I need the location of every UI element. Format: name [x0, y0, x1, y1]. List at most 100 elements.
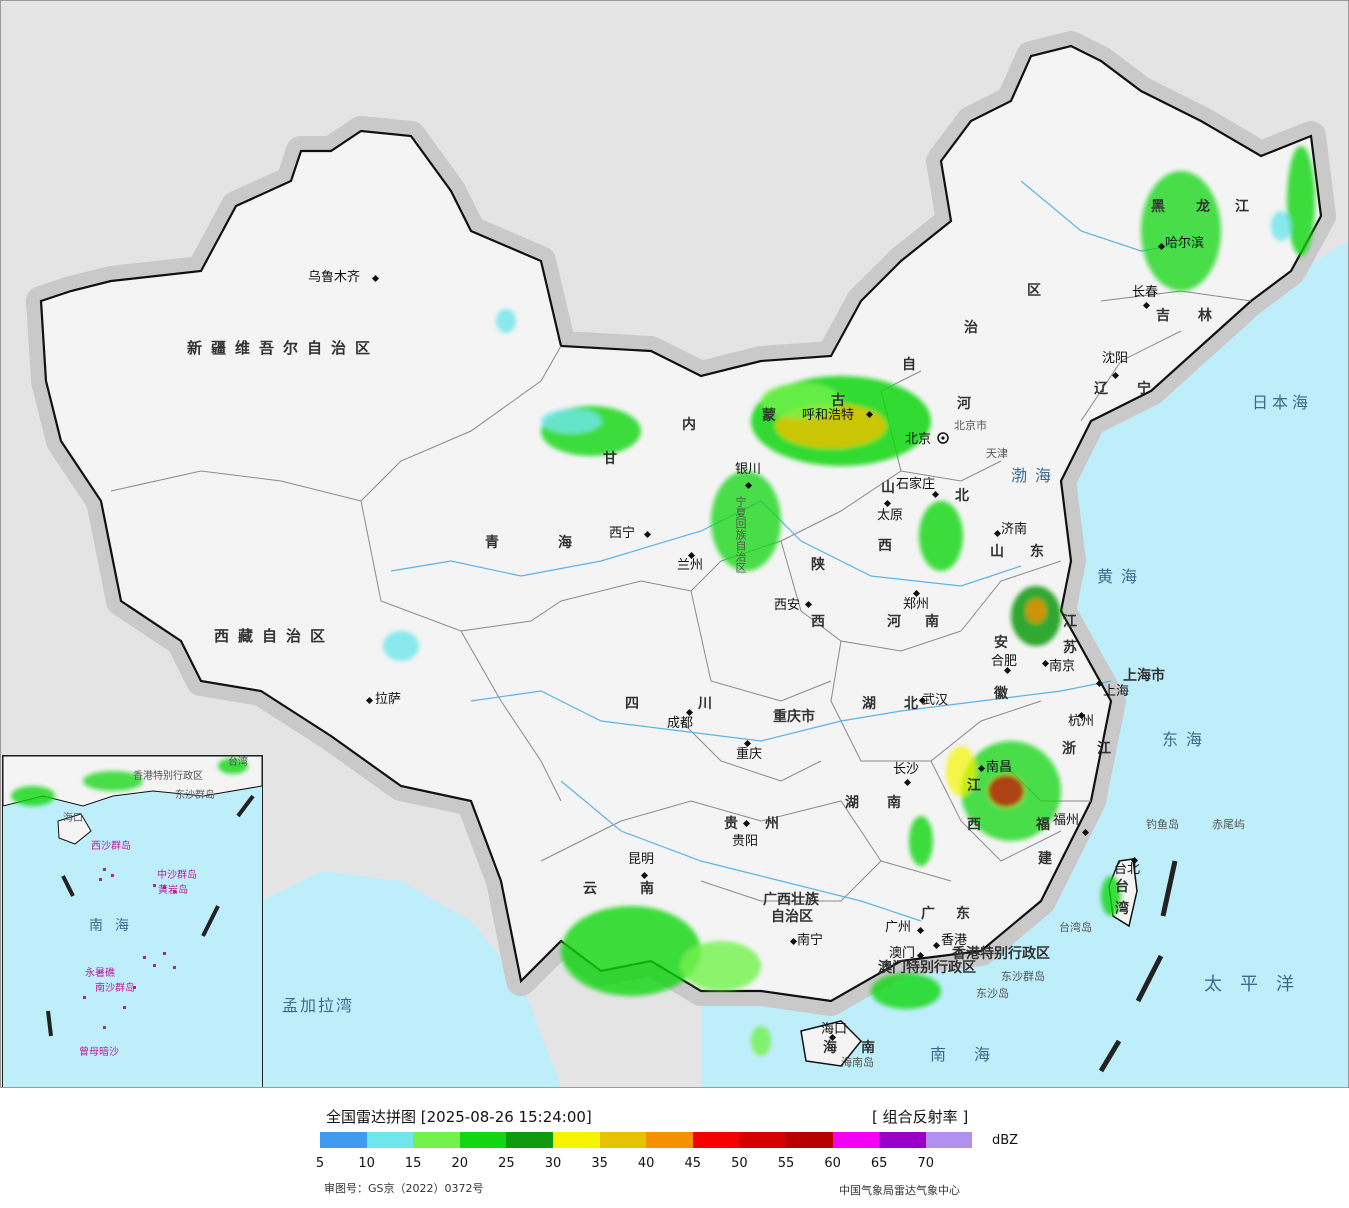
province-label: 云	[583, 881, 597, 897]
tick-label: 70	[917, 1156, 935, 1171]
city-label: 福州	[1053, 813, 1080, 828]
inset-label: 南海	[89, 918, 141, 934]
city-label: 西安	[774, 598, 801, 613]
province-label: 上海市	[1123, 668, 1165, 684]
province-label: 天津	[986, 447, 1008, 460]
province-label: 台	[1115, 879, 1129, 895]
hainan-island-shape	[800, 1020, 863, 1067]
city-label: 西宁	[609, 526, 636, 541]
color-bar-cell	[785, 1132, 833, 1148]
province-label: 海	[823, 1040, 837, 1056]
province-label: 安	[994, 635, 1008, 651]
inset-label: 台湾	[228, 757, 248, 768]
province-label: 黑	[1151, 199, 1165, 215]
province-label: 自	[902, 357, 916, 373]
province-label: 湖	[862, 696, 876, 712]
tick-label: 40	[637, 1156, 655, 1171]
city-label: 兰州	[677, 558, 704, 573]
province-label: 西	[878, 538, 892, 554]
province-label: 东	[1030, 544, 1044, 560]
province-label: 河	[957, 396, 971, 412]
color-bar-cell	[739, 1132, 786, 1148]
inset-canvas	[3, 756, 262, 1037]
city-label: 杭州	[1068, 714, 1095, 729]
province-label: 治	[964, 320, 978, 336]
city-label: 南京	[1049, 659, 1076, 674]
tick-label: 45	[684, 1156, 702, 1171]
city-label: 海口	[821, 1022, 848, 1037]
city-label: 昆明	[628, 852, 655, 867]
city-label: 郑州	[903, 597, 930, 612]
color-bar-cell	[925, 1132, 973, 1148]
inset-label: 香港特别行政区	[133, 771, 203, 782]
province-label: 吉	[1156, 308, 1170, 324]
city-label: 武汉	[922, 693, 949, 708]
province-label: 陕	[811, 557, 825, 573]
province-label: 江	[1235, 199, 1249, 215]
province-label: 宁夏回族自治区	[734, 496, 747, 573]
south-china-sea-inset: 南海 海口 西沙群岛 中沙群岛 黄岩岛 永暑礁 南沙群岛 曾母暗沙 香港特别行政…	[2, 755, 263, 1087]
city-label: 澳门	[889, 946, 916, 961]
color-bar-cell	[552, 1132, 600, 1148]
bay-of-bengal	[261, 871, 561, 1087]
province-label: 辽	[1094, 381, 1108, 397]
tick-label: 30	[544, 1156, 562, 1171]
province-label: 北	[955, 488, 969, 504]
province-label: 东	[956, 906, 970, 922]
province-borders	[110, 290, 1252, 902]
province-label: 西藏自治区	[214, 627, 335, 645]
province-label: 徽	[994, 686, 1008, 702]
inset-label: 中沙群岛	[157, 870, 197, 881]
map-canvas	[26, 31, 1348, 1087]
province-label: 南	[861, 1040, 875, 1056]
province-label: 龙	[1196, 199, 1210, 215]
province-label: 自治区	[771, 909, 813, 925]
province-label: 林	[1198, 308, 1212, 324]
sea-label: 日本海	[1252, 393, 1313, 412]
city-label: 重庆	[736, 747, 763, 762]
province-label: 浙	[1062, 741, 1076, 757]
legend-panel: 全国雷达拼图 [2025-08-26 15:24:00] [ 组合反射率 ] d…	[0, 1088, 1349, 1208]
province-label: 海	[558, 535, 572, 551]
province-label: 湾	[1115, 901, 1129, 917]
island-label: 赤尾屿	[1212, 818, 1245, 831]
legend-title: 全国雷达拼图 [2025-08-26 15:24:00]	[326, 1108, 592, 1126]
province-label: 贵	[724, 816, 738, 832]
color-bar-cell	[599, 1132, 647, 1148]
inset-label: 东沙群岛	[175, 790, 215, 801]
province-label: 区	[1027, 283, 1041, 299]
unit-label: dBZ	[992, 1133, 1019, 1148]
island-label: 东沙岛	[976, 987, 1009, 1000]
radar-map: 新疆维吾尔自治区 西藏自治区 青 海 甘 内 蒙 古 自 治 区 黑 龙 江 吉…	[0, 0, 1349, 1088]
province-label: 重庆市	[773, 709, 815, 725]
province-label: 广	[921, 906, 935, 922]
province-label: 香港特别行政区	[952, 946, 1050, 962]
province-label: 川	[698, 696, 712, 712]
tick-label: 65	[870, 1156, 888, 1171]
color-bar-cell	[692, 1132, 740, 1148]
inset-label: 海口	[63, 813, 83, 824]
city-label: 北京市	[954, 419, 987, 432]
color-bar-cell	[879, 1132, 926, 1148]
province-label: 河	[887, 614, 901, 630]
inset-label: 永暑礁	[85, 968, 115, 979]
sea-label: 太平洋	[1204, 974, 1312, 995]
city-label: 南宁	[797, 933, 824, 948]
province-label: 山	[881, 480, 895, 496]
tick-label: 35	[591, 1156, 608, 1171]
sea-label: 东海	[1162, 730, 1211, 749]
province-label: 甘	[603, 451, 617, 467]
city-label: 济南	[1001, 522, 1028, 537]
approval-number: 审图号：GS京（2022）0372号	[324, 1182, 484, 1195]
sea-area	[701, 241, 1348, 1087]
color-bar-cell	[646, 1132, 693, 1148]
province-label: 江	[1063, 614, 1077, 630]
province-label: 南	[640, 881, 654, 897]
tick-label: 20	[451, 1156, 469, 1171]
province-label: 广西壮族	[763, 892, 819, 908]
city-label: 成都	[667, 716, 694, 731]
island-label: 东沙群岛	[1001, 970, 1045, 983]
sea-label: 孟加拉湾	[282, 996, 355, 1015]
tick-label: 10	[358, 1156, 375, 1171]
province-label: 西	[967, 817, 981, 833]
